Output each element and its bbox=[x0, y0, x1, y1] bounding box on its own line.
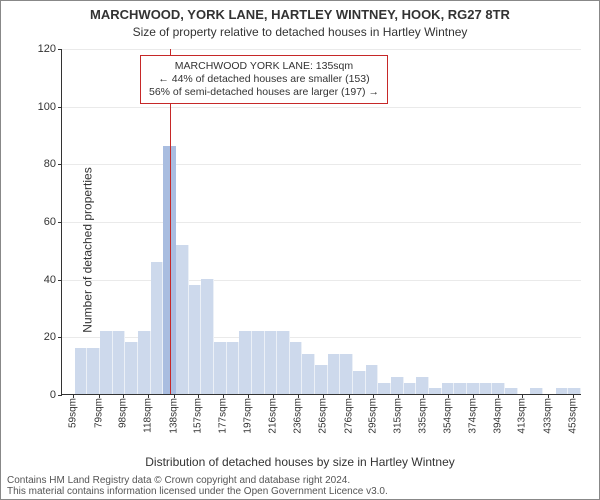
histogram-bar bbox=[328, 354, 341, 394]
x-tick-label: 216sqm bbox=[267, 398, 278, 434]
x-tick-label: 295sqm bbox=[367, 398, 378, 434]
histogram-bar bbox=[366, 365, 379, 394]
x-tick-label: 236sqm bbox=[292, 398, 303, 434]
histogram-bar bbox=[239, 331, 252, 394]
footer-text: Contains HM Land Registry data © Crown c… bbox=[7, 475, 388, 497]
x-tick-label: 98sqm bbox=[117, 398, 128, 428]
histogram-bar bbox=[353, 371, 366, 394]
histogram-bar bbox=[113, 331, 126, 394]
x-tick-container: 59sqm 79sqm 98sqm 118sqm 138sqm 157sqm 177sqm 1… bbox=[62, 394, 581, 454]
histogram-bar bbox=[138, 331, 151, 394]
histogram-bar bbox=[454, 383, 467, 395]
x-tick-label: 413sqm bbox=[517, 398, 528, 434]
x-tick-label: 118sqm bbox=[143, 398, 154, 433]
annotation-line-1: MARCHWOOD YORK LANE: 135sqm bbox=[149, 60, 379, 73]
histogram-bar bbox=[176, 245, 189, 395]
annotation-line-3: 56% of semi-detached houses are larger (… bbox=[149, 86, 379, 99]
y-tick-label: 20 bbox=[44, 331, 56, 343]
histogram-bar bbox=[151, 262, 164, 394]
x-tick-label: 256sqm bbox=[318, 398, 329, 434]
x-tick-label: 59sqm bbox=[68, 398, 79, 428]
x-tick-label: 276sqm bbox=[343, 398, 354, 434]
x-tick-label: 138sqm bbox=[168, 398, 179, 434]
histogram-bar bbox=[302, 354, 315, 394]
y-tick-label: 120 bbox=[38, 43, 56, 55]
y-tick-label: 100 bbox=[38, 101, 56, 113]
footer-line-1: Contains HM Land Registry data © Crown c… bbox=[7, 475, 388, 486]
histogram-bar bbox=[442, 383, 455, 395]
annotation-line-2: ← 44% of detached houses are smaller (15… bbox=[149, 73, 379, 86]
y-tick-label: 40 bbox=[44, 274, 56, 286]
histogram-bar bbox=[75, 348, 88, 394]
x-tick-label: 394sqm bbox=[493, 398, 504, 434]
histogram-bar bbox=[87, 348, 100, 394]
histogram-bar bbox=[277, 331, 290, 394]
histogram-bar bbox=[252, 331, 265, 394]
chart-title: MARCHWOOD, YORK LANE, HARTLEY WINTNEY, H… bbox=[1, 7, 599, 22]
histogram-bar bbox=[480, 383, 493, 395]
y-tick-label: 0 bbox=[50, 389, 56, 401]
histogram-bar bbox=[290, 342, 303, 394]
histogram-bar bbox=[378, 383, 391, 395]
plot-area: MARCHWOOD YORK LANE: 135sqm ← 44% of det… bbox=[61, 49, 581, 395]
histogram-bar bbox=[467, 383, 480, 395]
annotation-box: MARCHWOOD YORK LANE: 135sqm ← 44% of det… bbox=[140, 55, 388, 104]
histogram-bar bbox=[201, 279, 214, 394]
x-tick-label: 79sqm bbox=[93, 398, 104, 428]
histogram-bar bbox=[416, 377, 429, 394]
histogram-bar bbox=[227, 342, 240, 394]
x-tick-label: 433sqm bbox=[542, 398, 553, 434]
chart-subtitle: Size of property relative to detached ho… bbox=[1, 25, 599, 39]
histogram-bar bbox=[100, 331, 113, 394]
histogram-bar bbox=[214, 342, 227, 394]
histogram-bar bbox=[315, 365, 328, 394]
histogram-bar bbox=[189, 285, 202, 394]
histogram-bar bbox=[265, 331, 278, 394]
x-tick-label: 177sqm bbox=[218, 398, 229, 434]
y-tick-label: 80 bbox=[44, 158, 56, 170]
histogram-bar bbox=[391, 377, 404, 394]
histogram-bar bbox=[125, 342, 138, 394]
histogram-bar bbox=[340, 354, 353, 394]
x-tick-label: 197sqm bbox=[243, 398, 254, 434]
y-tick-label: 60 bbox=[44, 216, 56, 228]
histogram-bar bbox=[492, 383, 505, 395]
footer-line-2: This material contains information licen… bbox=[7, 486, 388, 497]
x-tick-label: 453sqm bbox=[568, 398, 579, 434]
histogram-bar bbox=[404, 383, 417, 395]
x-tick-label: 157sqm bbox=[192, 398, 203, 434]
x-tick-label: 315sqm bbox=[393, 398, 404, 434]
x-tick-label: 335sqm bbox=[418, 398, 429, 434]
x-tick-label: 354sqm bbox=[442, 398, 453, 434]
x-axis-label: Distribution of detached houses by size … bbox=[1, 455, 599, 469]
x-tick-label: 374sqm bbox=[467, 398, 478, 434]
